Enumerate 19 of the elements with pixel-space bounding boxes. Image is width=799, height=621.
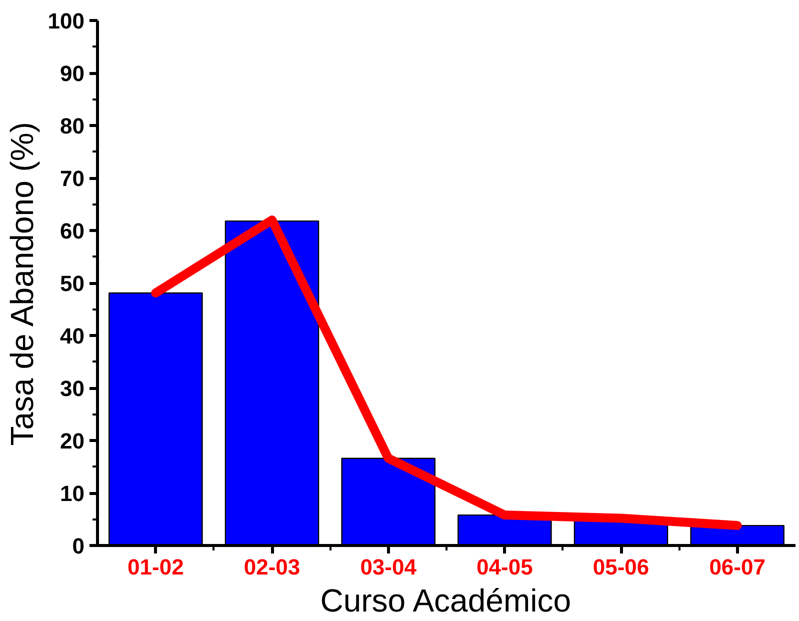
x-tick-label: 02-03 [244, 554, 300, 580]
x-tick-label: 05-06 [592, 554, 650, 580]
x-tick-label: 04-05 [476, 554, 533, 580]
y-tick-label: 20 [60, 428, 85, 454]
x-tick-label: 06-07 [709, 554, 766, 580]
x-tick-label: 01-02 [128, 554, 184, 580]
x-tick-label: 03-04 [360, 554, 418, 580]
y-tick-label: 60 [60, 218, 85, 244]
y-tick-label: 50 [60, 271, 85, 296]
y-tick-label: 70 [60, 166, 85, 191]
y-axis-title: Tasa de Abandono (%) [4, 122, 40, 446]
x-axis-title: Curso Académico [320, 582, 572, 618]
y-tick-label: 80 [60, 114, 85, 138]
y-tick-label: 30 [60, 376, 85, 401]
y-tick-label: 10 [60, 481, 85, 506]
y-tick-label: 40 [60, 324, 85, 348]
y-tick-label: 90 [60, 61, 85, 86]
y-tick-label: 100 [48, 8, 85, 34]
y-tick-label: 0 [72, 534, 85, 558]
